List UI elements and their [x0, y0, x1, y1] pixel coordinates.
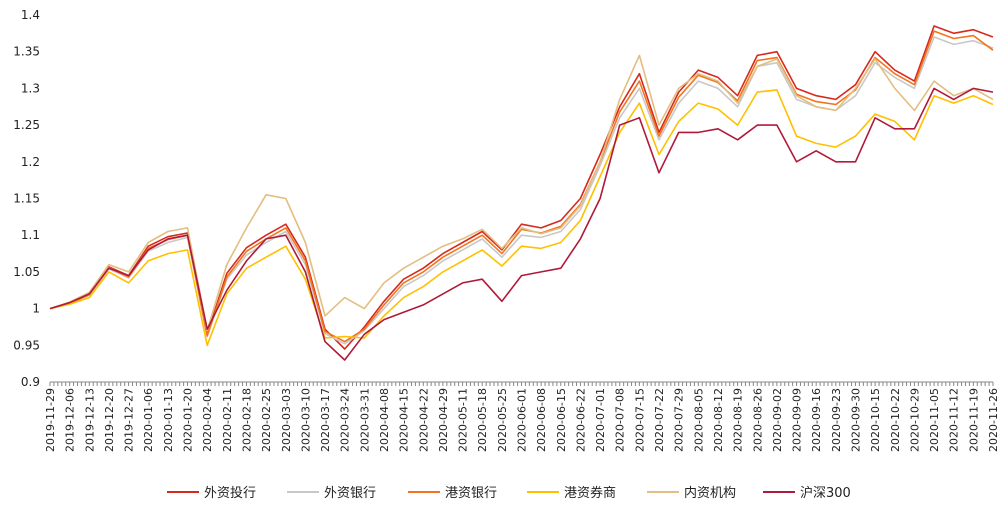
x-tick-label: 2020-02-04 [201, 388, 214, 452]
y-tick-label: 0.9 [21, 375, 40, 389]
x-tick-label: 2020-03-03 [280, 388, 293, 452]
series-lines [49, 25, 994, 361]
x-tick-label: 2020-07-08 [614, 388, 627, 452]
y-tick-label: 1.3 [21, 81, 40, 95]
x-tick-label: 2020-09-16 [810, 388, 823, 452]
legend: 外资投行 外资银行 港资银行 港资券商 内资机构 沪深300 [167, 485, 851, 501]
x-tick-label: 2020-02-11 [221, 388, 234, 452]
series-line-0 [49, 25, 994, 350]
x-tick-label: 2019-12-20 [103, 388, 116, 452]
x-tick-label: 2020-04-22 [417, 388, 430, 452]
x-tick-label: 2020-11-05 [928, 388, 941, 452]
x-tick-label: 2020-04-08 [378, 388, 391, 452]
x-tick-label: 2020-06-01 [516, 388, 529, 452]
x-tick-label: 2020-05-11 [457, 388, 470, 452]
series-line-5 [49, 87, 994, 361]
x-tick-label: 2020-03-24 [339, 388, 352, 452]
x-axis-ticks: 2019-11-29 2019-12-06 2019-12-13 2019-12-20… [44, 382, 1000, 452]
x-tick-label: 2020-01-06 [142, 388, 155, 452]
x-tick-label: 2020-09-30 [849, 388, 862, 452]
x-tick-label: 2020-05-18 [476, 388, 489, 452]
x-tick-label: 2020-07-29 [673, 388, 686, 452]
y-tick-label: 1.2 [21, 155, 40, 169]
x-tick-label: 2020-11-19 [967, 388, 980, 452]
x-tick-label: 2020-09-23 [830, 388, 843, 452]
series-line-3 [49, 89, 994, 347]
x-tick-label: 2020-08-19 [732, 388, 745, 452]
x-tick-label: 2020-10-29 [908, 388, 921, 452]
x-tick-label: 2019-12-13 [83, 388, 96, 452]
x-tick-label: 2020-01-20 [182, 388, 195, 452]
legend-label-4: 内资机构 [684, 485, 736, 501]
x-tick-label: 2020-02-18 [240, 388, 253, 452]
x-tick-label: 2020-11-26 [987, 388, 1000, 452]
legend-label-2: 港资银行 [445, 486, 497, 501]
legend-label-3: 港资券商 [564, 485, 616, 501]
x-tick-label: 2020-04-29 [437, 388, 450, 452]
x-tick-label: 2020-07-15 [633, 388, 646, 452]
x-tick-label: 2020-11-12 [948, 388, 961, 452]
x-tick-label: 2020-01-13 [162, 388, 175, 452]
y-axis-ticks: 0.9 0.95 1 1.05 1.1 1.15 1.2 1.25 1.3 1.35 1.4 [13, 8, 40, 389]
x-tick-label: 2020-03-17 [319, 388, 332, 452]
x-tick-label: 2020-08-26 [751, 388, 764, 452]
x-tick-label: 2020-10-22 [889, 388, 902, 452]
series-line-1 [49, 36, 994, 345]
x-tick-label: 2020-07-22 [653, 388, 666, 452]
x-tick-label: 2020-09-09 [791, 388, 804, 452]
x-tick-label: 2020-06-08 [535, 388, 548, 452]
x-tick-label: 2020-08-12 [712, 388, 725, 452]
x-tick-label: 2020-04-15 [398, 388, 411, 452]
x-tick-label: 2020-09-02 [771, 388, 784, 452]
x-tick-label: 2019-11-29 [44, 388, 57, 452]
y-tick-label: 1.25 [13, 118, 40, 132]
x-tick-label: 2020-06-22 [574, 388, 587, 452]
y-tick-label: 1 [32, 302, 40, 316]
y-tick-label: 1.05 [13, 265, 40, 279]
series-line-2 [49, 30, 994, 343]
x-tick-label: 2019-12-06 [64, 388, 77, 452]
x-tick-label: 2020-03-10 [299, 388, 312, 452]
legend-label-5: 沪深300 [800, 485, 851, 501]
legend-label-0: 外资投行 [204, 485, 256, 501]
y-tick-label: 1.4 [21, 8, 40, 22]
legend-label-1: 外资银行 [324, 486, 376, 501]
x-tick-label: 2020-06-15 [555, 388, 568, 452]
y-tick-label: 1.15 [13, 192, 40, 206]
x-tick-label: 2020-07-01 [594, 388, 607, 452]
x-tick-label: 2020-02-25 [260, 388, 273, 452]
x-tick-label: 2020-08-05 [692, 388, 705, 452]
series-line-4 [49, 54, 994, 332]
x-tick-label: 2020-05-25 [496, 388, 509, 452]
y-tick-label: 1.1 [21, 228, 40, 242]
y-tick-label: 0.95 [13, 338, 40, 352]
x-tick-label: 2019-12-27 [123, 388, 136, 452]
x-tick-label: 2020-03-31 [358, 388, 371, 452]
y-tick-label: 1.35 [13, 45, 40, 59]
x-tick-label: 2020-10-15 [869, 388, 882, 452]
